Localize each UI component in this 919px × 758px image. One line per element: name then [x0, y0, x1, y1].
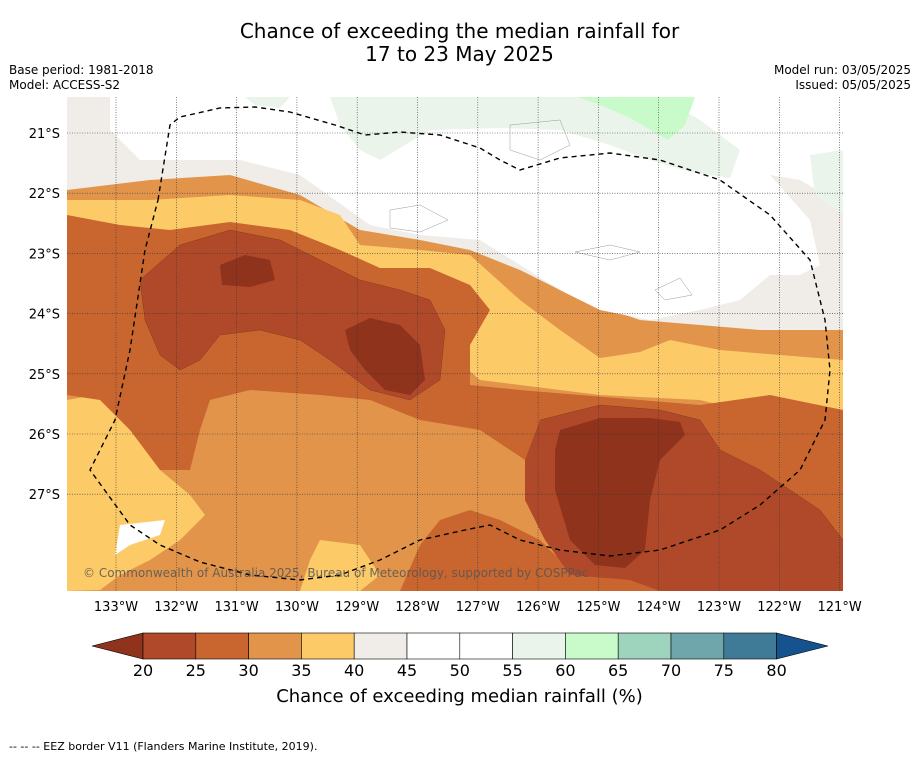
base-period: Base period: 1981-2018: [9, 63, 154, 77]
lon-label: 130°W: [275, 600, 319, 615]
lon-label: 123°W: [697, 600, 741, 615]
colorbar-title: Chance of exceeding median rainfall (%): [276, 686, 643, 707]
colorbar-swatch: [723, 632, 777, 660]
colorbar-swatch: [248, 632, 302, 660]
colorbar-swatch: [617, 632, 672, 660]
colorbar-swatch: [459, 632, 513, 660]
colorbar-tick-label: 40: [344, 661, 365, 680]
lon-labels: 133°W 132°W 131°W 130°W 129°W 128°W 127°W 126°W…: [94, 600, 862, 615]
region-60-65: [578, 97, 695, 140]
region-55-60c: [245, 97, 290, 108]
copyright-text: © Commonwealth of Australia 2025, Bureau…: [83, 566, 588, 580]
eez-legend-note: -- -- -- EEZ border V11 (Flanders Marine…: [9, 740, 318, 753]
colorbar-swatch: [512, 632, 566, 660]
colorbar-tick-label: 50: [449, 661, 470, 680]
lon-label: 125°W: [576, 600, 620, 615]
colorbar-swatch: [353, 632, 408, 660]
colorbar-tick-label: 70: [660, 661, 682, 680]
model-run: Model run: 03/05/2025: [773, 63, 911, 77]
region-lt-20a: [220, 255, 275, 287]
lat-label: 23°S: [29, 247, 60, 262]
colorbar-tick-label: 75: [713, 661, 734, 680]
lon-label: 132°W: [154, 600, 198, 615]
region-55-60b: [810, 150, 843, 215]
gridlines: [67, 97, 843, 591]
region-lt-20c: [555, 418, 685, 568]
map-fill: [67, 97, 843, 591]
lon-label: 124°W: [637, 600, 681, 615]
lat-label: 21°S: [29, 127, 60, 142]
meta-right: Model run: 03/05/2025 Issued: 05/05/2025: [774, 63, 911, 93]
colorbar-swatch: [301, 632, 355, 660]
region-35-40b: [67, 395, 205, 591]
title-line-2: 17 to 23 May 2025: [365, 42, 554, 66]
colorbar-tick-label: 20: [132, 661, 154, 680]
colorbar-tick-label: 65: [608, 661, 629, 680]
region-35-40c: [300, 540, 380, 591]
colorbar-tick-label: 45: [396, 661, 418, 680]
lon-label: 121°W: [818, 600, 862, 615]
colorbar: [91, 632, 829, 660]
colorbar-swatch: [670, 632, 725, 660]
lon-label: 133°W: [94, 600, 138, 615]
colorbar-tick-label: 35: [291, 661, 312, 680]
lon-label: 131°W: [215, 600, 259, 615]
meta-left: Base period: 1981-2018 Model: ACCESS-S2: [9, 63, 154, 93]
colorbar-swatch: [406, 632, 461, 660]
colorbar-extend-high: [776, 632, 829, 660]
lat-label: 26°S: [29, 428, 60, 443]
lat-labels: 21°S 22°S 23°S 24°S 25°S 26°S 27°S: [29, 127, 60, 503]
lon-label: 127°W: [456, 600, 500, 615]
colorbar-tick-label: 55: [502, 661, 523, 680]
region-45-55b: [115, 520, 165, 555]
colorbar-swatch: [565, 632, 619, 660]
lon-label: 126°W: [516, 600, 560, 615]
colorbar-tick-label: 80: [766, 661, 787, 680]
title-line-1: Chance of exceeding the median rainfall …: [239, 19, 680, 43]
colorbar-extend-low: [91, 632, 144, 660]
region-lt-20b: [345, 318, 425, 395]
lat-label: 25°S: [29, 368, 60, 383]
colorbar-tick-label: 30: [238, 661, 259, 680]
lat-label: 27°S: [29, 488, 60, 503]
lat-label: 24°S: [29, 308, 60, 323]
lon-label: 122°W: [757, 600, 801, 615]
lon-label: 128°W: [395, 600, 439, 615]
colorbar-swatch: [195, 632, 249, 660]
lat-label: 22°S: [29, 187, 60, 202]
colorbar-tick-label: 25: [185, 661, 206, 680]
colorbar-swatch: [142, 632, 197, 660]
issued-date: Issued: 05/05/2025: [795, 78, 911, 92]
colorbar-tick-label: 60: [555, 661, 576, 680]
model-name: Model: ACCESS-S2: [9, 78, 121, 92]
lon-label: 129°W: [335, 600, 379, 615]
eez-border: [89, 106, 831, 581]
